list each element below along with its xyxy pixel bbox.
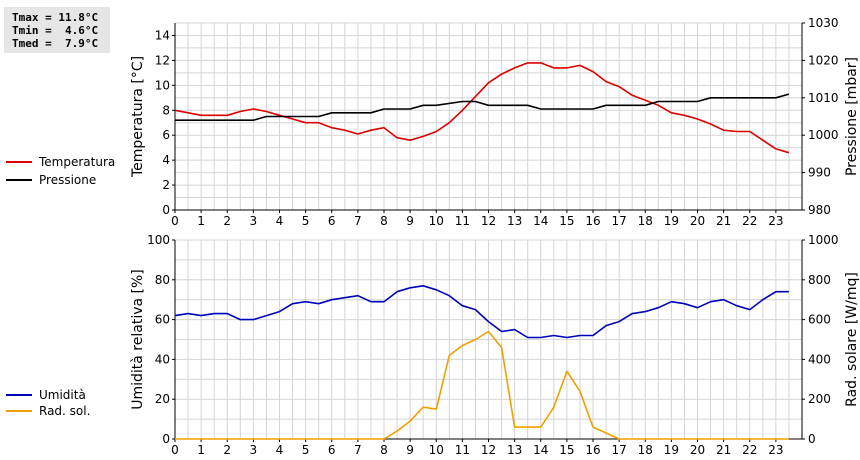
hum-x-tick-label: 19 [664, 443, 679, 457]
hum-x-tick-label: 3 [250, 443, 258, 457]
hum-y-left-tick-label: 40 [155, 352, 170, 366]
hum-ylabel-left: Umidità relativa [%] [130, 269, 146, 410]
legend-humidity-swatch [6, 394, 32, 396]
hum-x-tick-label: 5 [302, 443, 310, 457]
hum-x-tick-label: 16 [585, 443, 600, 457]
temp-y-left-tick-label: 4 [162, 153, 170, 167]
legend-humidity-label: Umidità [39, 388, 86, 402]
hum-x-tick-label: 15 [559, 443, 574, 457]
temp-y-right-tick-label: 990 [808, 166, 831, 180]
hum-y-left-tick-label: 20 [155, 392, 170, 406]
temp-ylabel-left: Temperatura [°C] [130, 56, 146, 178]
temp-x-tick-label: 23 [768, 214, 783, 228]
temp-y-right-tick-label: 1020 [808, 53, 839, 67]
temp-y-left-tick-label: 6 [162, 128, 170, 142]
temp-x-tick-label: 1 [197, 214, 205, 228]
temp-y-left-tick-label: 14 [155, 28, 170, 42]
hum-x-tick-label: 9 [406, 443, 414, 457]
hum-x-tick-label: 18 [638, 443, 653, 457]
hum-x-tick-label: 13 [507, 443, 522, 457]
stat-tmax: Tmax = 11.8°C [12, 11, 99, 24]
hum-x-tick-label: 17 [611, 443, 626, 457]
temp-y-left-tick-label: 12 [155, 53, 170, 67]
hum-x-tick-label: 7 [354, 443, 362, 457]
hum-ylabel-right: Rad. solare [W/mq] [844, 272, 860, 407]
temp-x-tick-label: 18 [638, 214, 653, 228]
hum-y-right-tick-label: 400 [808, 352, 831, 366]
temp-x-tick-label: 20 [690, 214, 705, 228]
temperature-line [174, 62, 790, 154]
stat-tmed: Tmed = 7.9°C [12, 37, 99, 50]
hum-y-left-tick-label: 60 [155, 313, 170, 327]
temp-ylabel-right: Pressione [mbar] [844, 57, 860, 176]
hum-y-right-tick-label: 0 [808, 432, 816, 446]
temp-x-tick-label: 4 [276, 214, 284, 228]
temp-y-right-tick-label: 1030 [808, 16, 839, 30]
legend-pressure-swatch [6, 179, 32, 181]
temp-y-right-tick-label: 1010 [808, 91, 839, 105]
hum-y-right-tick-label: 800 [808, 273, 831, 287]
temp-x-tick-label: 2 [223, 214, 231, 228]
hum-y-left-tick-label: 0 [162, 432, 170, 446]
temp-x-tick-label: 16 [585, 214, 600, 228]
hum-x-tick-label: 10 [429, 443, 444, 457]
hum-y-left-tick-label: 80 [155, 273, 170, 287]
hum-x-tick-label: 6 [328, 443, 336, 457]
hum-x-tick-label: 1 [197, 443, 205, 457]
temp-y-left-tick-label: 0 [162, 203, 170, 217]
temp-x-tick-label: 0 [171, 214, 179, 228]
hum-x-tick-label: 14 [533, 443, 548, 457]
hum-x-tick-label: 21 [716, 443, 731, 457]
hum-x-tick-label: 22 [742, 443, 757, 457]
temp-x-tick-label: 13 [507, 214, 522, 228]
hum-x-tick-label: 12 [481, 443, 496, 457]
temp-x-tick-label: 12 [481, 214, 496, 228]
hum-x-tick-label: 8 [380, 443, 388, 457]
hum-y-right-tick-label: 600 [808, 313, 831, 327]
stats-box: Tmax = 11.8°C Tmin = 4.6°C Tmed = 7.9°C [4, 7, 110, 53]
hum-y-right-tick-label: 200 [808, 392, 831, 406]
stat-tmin: Tmin = 4.6°C [12, 24, 99, 37]
temp-x-tick-label: 15 [559, 214, 574, 228]
temp-x-tick-label: 7 [354, 214, 362, 228]
temp-x-tick-label: 3 [250, 214, 258, 228]
legend-pressure-label: Pressione [39, 173, 97, 187]
temp-y-right-tick-label: 980 [808, 203, 831, 217]
hum-x-tick-label: 23 [768, 443, 783, 457]
radiation-line [175, 330, 789, 440]
temp-y-right-tick-label: 1000 [808, 128, 839, 142]
pressure-line [175, 93, 790, 121]
humidity-line [174, 285, 789, 339]
hum-y-right-tick-label: 1000 [808, 233, 839, 247]
temp-x-tick-label: 21 [716, 214, 731, 228]
hum-x-tick-label: 11 [455, 443, 470, 457]
temp-y-left-tick-label: 8 [162, 103, 170, 117]
legend-temperature-label: Temperatura [39, 155, 116, 169]
hum-x-tick-label: 0 [171, 443, 179, 457]
temp-x-tick-label: 9 [406, 214, 414, 228]
hum-y-left-tick-label: 100 [147, 233, 170, 247]
legend-radiation-label: Rad. sol. [39, 404, 91, 418]
temp-x-tick-label: 8 [380, 214, 388, 228]
temp-x-tick-label: 11 [455, 214, 470, 228]
temp-y-left-tick-label: 10 [155, 78, 170, 92]
legend-temperature-swatch [6, 161, 32, 163]
hum-x-tick-label: 4 [276, 443, 284, 457]
temp-x-tick-label: 19 [664, 214, 679, 228]
legend-radiation-swatch [6, 410, 32, 412]
hum-x-tick-label: 2 [223, 443, 231, 457]
temp-x-tick-label: 6 [328, 214, 336, 228]
temp-y-left-tick-label: 2 [162, 178, 170, 192]
temp-x-tick-label: 14 [533, 214, 548, 228]
hum-x-tick-label: 20 [690, 443, 705, 457]
temp-x-tick-label: 5 [302, 214, 310, 228]
temp-x-tick-label: 22 [742, 214, 757, 228]
temp-x-tick-label: 17 [611, 214, 626, 228]
temp-x-tick-label: 10 [429, 214, 444, 228]
